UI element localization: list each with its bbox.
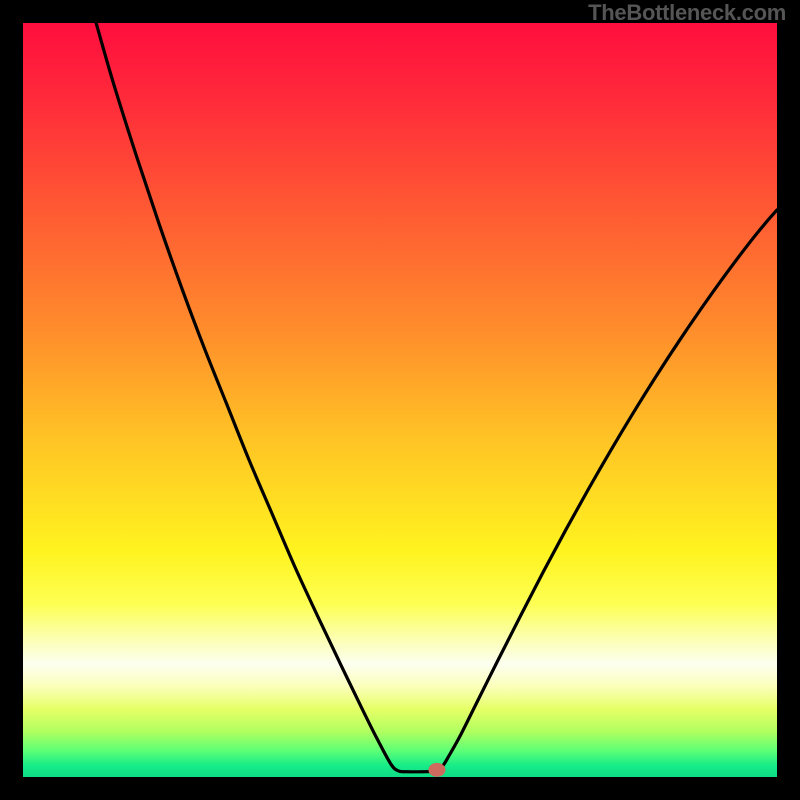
gradient-fill: [23, 23, 777, 777]
plot-area: [23, 23, 777, 777]
figure-container: TheBottleneck.com: [0, 0, 800, 800]
minimum-marker: [428, 763, 445, 777]
